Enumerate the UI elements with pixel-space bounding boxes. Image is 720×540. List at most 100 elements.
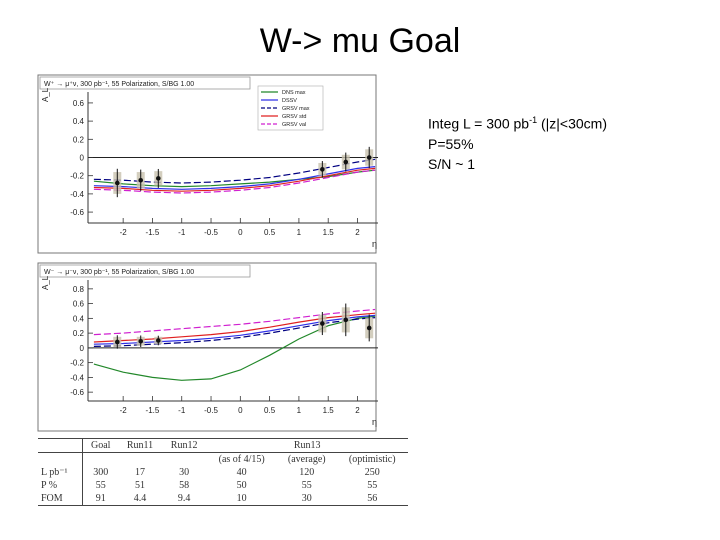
table-row: P % 55 51 58 50 55 55 [38,479,408,492]
polarization-line: P=55% [428,135,474,152]
table-subheader-cell: (as of 4/15) [218,454,265,465]
table-header-cell: Run13 [206,438,408,453]
series-line [93,167,376,192]
y-axis-label: A_L [41,275,50,290]
table-cell: 120 [299,467,315,478]
x-tick-label: -1.5 [146,406,160,415]
data-point [156,176,161,181]
table-cell: 300 [93,467,109,478]
y-tick-label: 0.4 [73,314,85,323]
legend-label: DSSV [282,98,297,104]
table-cell: 30 [179,467,190,478]
plot-title-box [39,76,251,90]
table-cell [118,453,162,467]
table-subheader-row: (as of 4/15) (average) (optimistic) [38,452,408,467]
data-point [320,321,325,326]
x-tick-label: 2 [355,406,360,415]
table-subheader-cell: (optimistic) [348,454,396,465]
y-tick-label: 0.8 [73,285,85,294]
y-tick-label: -0.6 [70,388,84,397]
y-tick-label: -0.6 [70,208,84,217]
y-tick-label: -0.4 [70,373,84,382]
x-tick-label: 1 [297,406,302,415]
table-cell [83,453,118,467]
series-line [93,315,376,381]
run-table: Goal Run11 Run12 Run13 (as of 4/15) (ave… [38,438,408,506]
slide-title: W-> mu Goal [259,22,461,60]
w-plus-asymmetry-plot: W⁺ → μ⁺ν, 300 pb⁻¹, 55 Polarization, S/B… [37,74,378,254]
table-row-label: P % [38,479,84,492]
info-box: Integ L = 300 pb-1 (|z|<30cm) P=55% S/N … [428,110,607,174]
table-cell: 51 [135,480,145,491]
data-point [114,339,120,345]
y-tick-label: -0.2 [70,359,84,368]
data-point [366,155,372,160]
table-cell: 55 [367,480,378,491]
series-line [93,169,376,194]
x-axis-label: η [372,239,377,249]
table-row-label: L pb⁻¹ [38,466,84,479]
table-row: L pb⁻¹ 300 17 30 40 120 250 [38,466,408,479]
table-cell: 91 [82,492,119,506]
table-cell [38,452,84,466]
data-point [343,317,349,323]
plot-title: W⁺ → μ⁺ν, 300 pb⁻¹, 55 Polarization, S/B… [44,81,194,88]
y-tick-label: 0 [80,344,85,353]
w-minus-asymmetry-plot: W⁻ → μ⁻ν, 300 pb⁻¹, 55 Polarization, S/B… [37,262,378,432]
x-tick-label: -1 [178,406,186,415]
table-cell: 10 [206,492,278,506]
y-tick-label: 0.2 [73,329,85,338]
series-line [93,158,376,184]
y-tick-label: 0.6 [73,300,85,309]
x-tick-label: 1.5 [323,406,335,415]
data-point [366,325,372,331]
data-point [138,338,144,344]
table-row: FOM 91 4.4 9.4 10 30 56 [38,492,408,506]
table-cell: 56 [336,492,408,506]
x-tick-label: 0.5 [264,406,276,415]
table-cell: 50 [236,480,247,491]
y-tick-label: 0.4 [73,117,85,126]
table-header-cell [38,438,84,453]
table-cell: 58 [179,480,190,491]
x-tick-label: 0 [238,406,243,415]
table-cell: 30 [277,492,337,506]
table-cell: 17 [135,467,145,478]
x-tick-label: 2 [355,228,360,237]
legend-label: GRSV max [282,106,310,112]
table-header-row: Goal Run11 Run12 Run13 [38,438,408,453]
y-tick-label: 0.2 [73,135,85,144]
y-tick-label: -0.4 [70,190,84,199]
x-tick-label: 0 [238,228,243,237]
x-tick-label: -0.5 [204,228,218,237]
x-tick-label: 1.5 [323,228,335,237]
x-tick-label: -2 [120,228,128,237]
table-subheader-cell: (average) [287,454,326,465]
data-point [156,338,161,343]
legend-label: GRSV val [282,122,306,128]
legend-label: DNS max [282,90,306,96]
x-tick-label: -1 [178,228,186,237]
table-row-label: FOM [38,492,84,506]
data-point [114,180,120,186]
legend-label: GRSV std [282,114,306,120]
table-cell: 250 [364,467,380,478]
data-point [138,177,144,183]
y-tick-label: -0.2 [70,172,84,181]
table-header-cell: Run12 [161,438,207,453]
table-cell: 4.4 [118,492,162,506]
plot-title: W⁻ → μ⁻ν, 300 pb⁻¹, 55 Polarization, S/B… [44,269,194,276]
table-cell: 55 [95,480,106,491]
luminosity-line: Integ L = 300 pb-1 (|z|<30cm) [428,110,607,134]
table-header-cell: Goal [82,438,119,453]
series-line [93,317,376,347]
table-cell: 40 [236,467,247,478]
series-line [93,308,376,336]
x-axis-label: η [372,417,377,427]
plot-frame [37,262,377,432]
data-point [343,159,349,165]
luminosity-suffix: (|z|<30cm) [537,115,607,132]
y-tick-label: 0 [80,154,85,163]
table-header-cell: Run11 [118,438,162,453]
x-tick-label: -1.5 [146,228,160,237]
